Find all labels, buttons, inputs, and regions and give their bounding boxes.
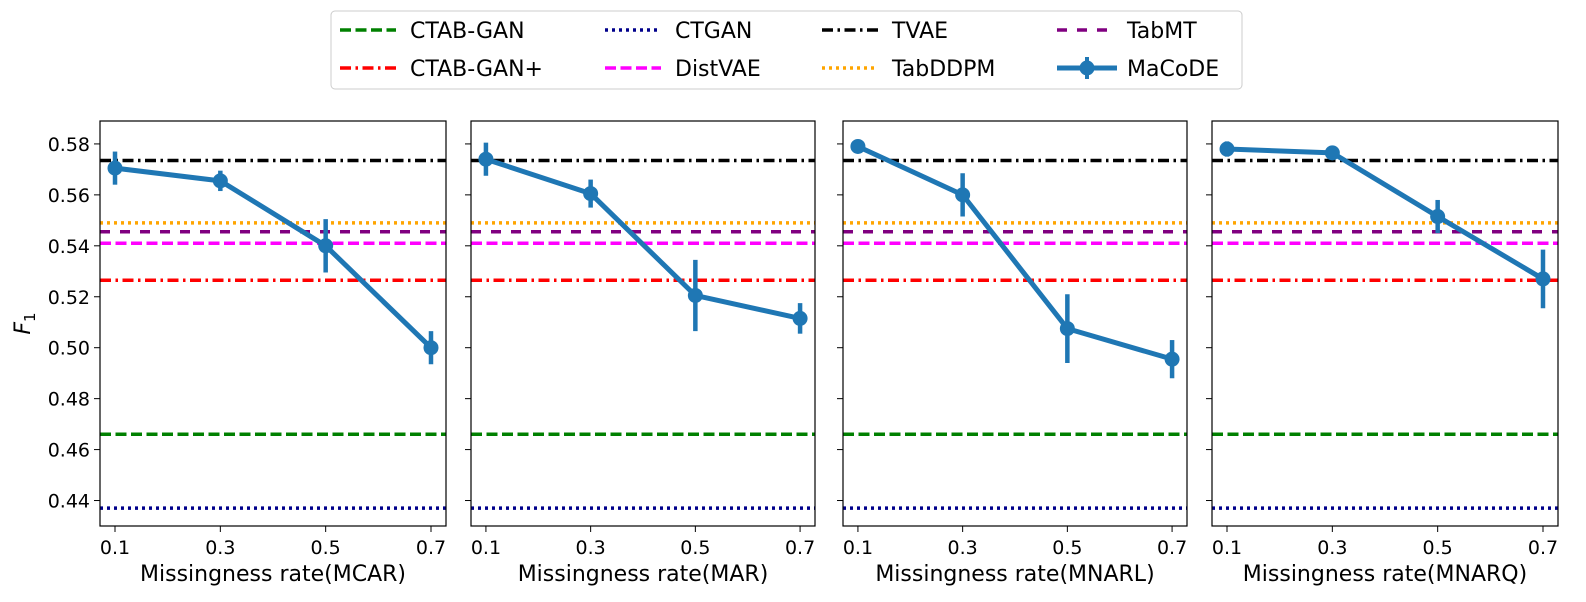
legend-item-ctab-gan: CTAB-GAN — [340, 19, 525, 44]
data-point — [478, 151, 494, 167]
x-axis-label: Missingness rate(MAR) — [518, 562, 769, 587]
plot-area — [100, 151, 446, 510]
legend-label: TabDDPM — [891, 57, 995, 82]
x-tick-label: 0.3 — [576, 537, 606, 559]
legend: CTAB-GAN CTAB-GAN+ CTGAN DistVAE TVAE TabDDPM… — [330, 10, 1243, 90]
panel-missingness-rate-mar: 0.1 0.3 0.5 0.7 Missingness rate(MAR) — [465, 120, 816, 587]
legend-label: TabMT — [1126, 19, 1197, 44]
legend-label: MaCoDE — [1127, 57, 1219, 82]
legend-item-tabmt: TabMT — [1057, 19, 1197, 44]
series-line-macode — [485, 156, 801, 321]
data-point — [1324, 145, 1340, 161]
legend-frame — [330, 10, 1243, 90]
x-tick-label: 0.5 — [1423, 537, 1453, 559]
y-tick-label: 0.54 — [48, 236, 90, 258]
data-point — [1430, 209, 1446, 225]
data-point — [955, 187, 971, 203]
data-point — [583, 186, 599, 202]
data-point — [212, 173, 228, 189]
data-point — [792, 310, 808, 326]
plot-area — [471, 142, 815, 510]
legend-item-macode: MaCoDE — [1057, 57, 1219, 82]
x-tick-label: 0.1 — [1212, 537, 1242, 559]
x-tick-label: 0.7 — [416, 537, 446, 559]
legend-label: CTAB-GAN — [410, 19, 525, 44]
series-line-macode — [114, 165, 433, 350]
data-point — [318, 238, 334, 254]
data-point — [1059, 321, 1075, 337]
legend-item-tabddpm: TabDDPM — [822, 57, 995, 82]
legend-item-ctab-gan: CTAB-GAN+ — [340, 57, 543, 82]
y-tick-label: 0.52 — [48, 287, 90, 309]
legend-swatch-marker — [1079, 60, 1095, 76]
data-point — [1219, 141, 1235, 157]
plot-frame — [470, 120, 816, 527]
data-point — [107, 160, 123, 176]
plot-frame — [842, 120, 1188, 527]
y-axis-label: F1 — [11, 312, 39, 334]
legend-item-ctgan: CTGAN — [605, 19, 752, 44]
series-line-macode — [1226, 146, 1545, 282]
plot-frame — [99, 120, 447, 527]
plot-area — [1212, 141, 1558, 510]
x-axis-label: Missingness rate(MNARL) — [875, 562, 1154, 587]
legend-item-distvae: DistVAE — [605, 57, 761, 82]
x-axis-label: Missingness rate(MCAR) — [140, 562, 406, 587]
x-tick-label: 0.1 — [471, 537, 501, 559]
y-axis-label-subscript: 1 — [21, 312, 39, 322]
panel-missingness-rate-mcar: 0.1 0.3 0.5 0.7 0.44 0.46 0.48 0.50 0.52 0.54 0.56… — [11, 120, 447, 587]
y-tick-label: 0.46 — [48, 440, 90, 462]
x-tick-label: 0.5 — [1052, 537, 1082, 559]
legend-label: CTGAN — [675, 19, 752, 44]
y-tick-label: 0.50 — [48, 338, 90, 360]
data-point — [687, 287, 703, 303]
legend-label: TVAE — [891, 19, 948, 44]
x-tick-label: 0.5 — [680, 537, 710, 559]
x-tick-label: 0.5 — [311, 537, 341, 559]
x-tick-label: 0.7 — [1528, 537, 1558, 559]
y-tick-label: 0.44 — [48, 491, 90, 513]
x-axis-label: Missingness rate(MNARQ) — [1243, 562, 1527, 587]
data-point — [1535, 271, 1551, 287]
x-tick-label: 0.7 — [1157, 537, 1187, 559]
legend-label: CTAB-GAN+ — [410, 57, 543, 82]
x-tick-label: 0.1 — [843, 537, 873, 559]
y-tick-label: 0.56 — [48, 185, 90, 207]
x-tick-label: 0.7 — [785, 537, 815, 559]
legend-item-tvae: TVAE — [822, 19, 948, 44]
x-tick-label: 0.3 — [1317, 537, 1347, 559]
y-tick-label: 0.58 — [48, 134, 90, 156]
series-line-macode — [856, 144, 1173, 362]
x-tick-label: 0.1 — [100, 537, 130, 559]
x-tick-label: 0.3 — [948, 537, 978, 559]
y-axis-label-main: F — [11, 322, 36, 335]
data-point — [1164, 351, 1180, 367]
plot-frame — [1211, 120, 1559, 527]
data-point — [423, 340, 439, 356]
data-point — [850, 138, 866, 154]
legend-label: DistVAE — [675, 57, 761, 82]
x-tick-label: 0.3 — [205, 537, 235, 559]
chart-panels: 0.1 0.3 0.5 0.7 0.44 0.46 0.48 0.50 0.52 0.54 0.56… — [11, 120, 1559, 587]
plot-area — [843, 138, 1187, 510]
y-tick-label: 0.48 — [48, 389, 90, 411]
